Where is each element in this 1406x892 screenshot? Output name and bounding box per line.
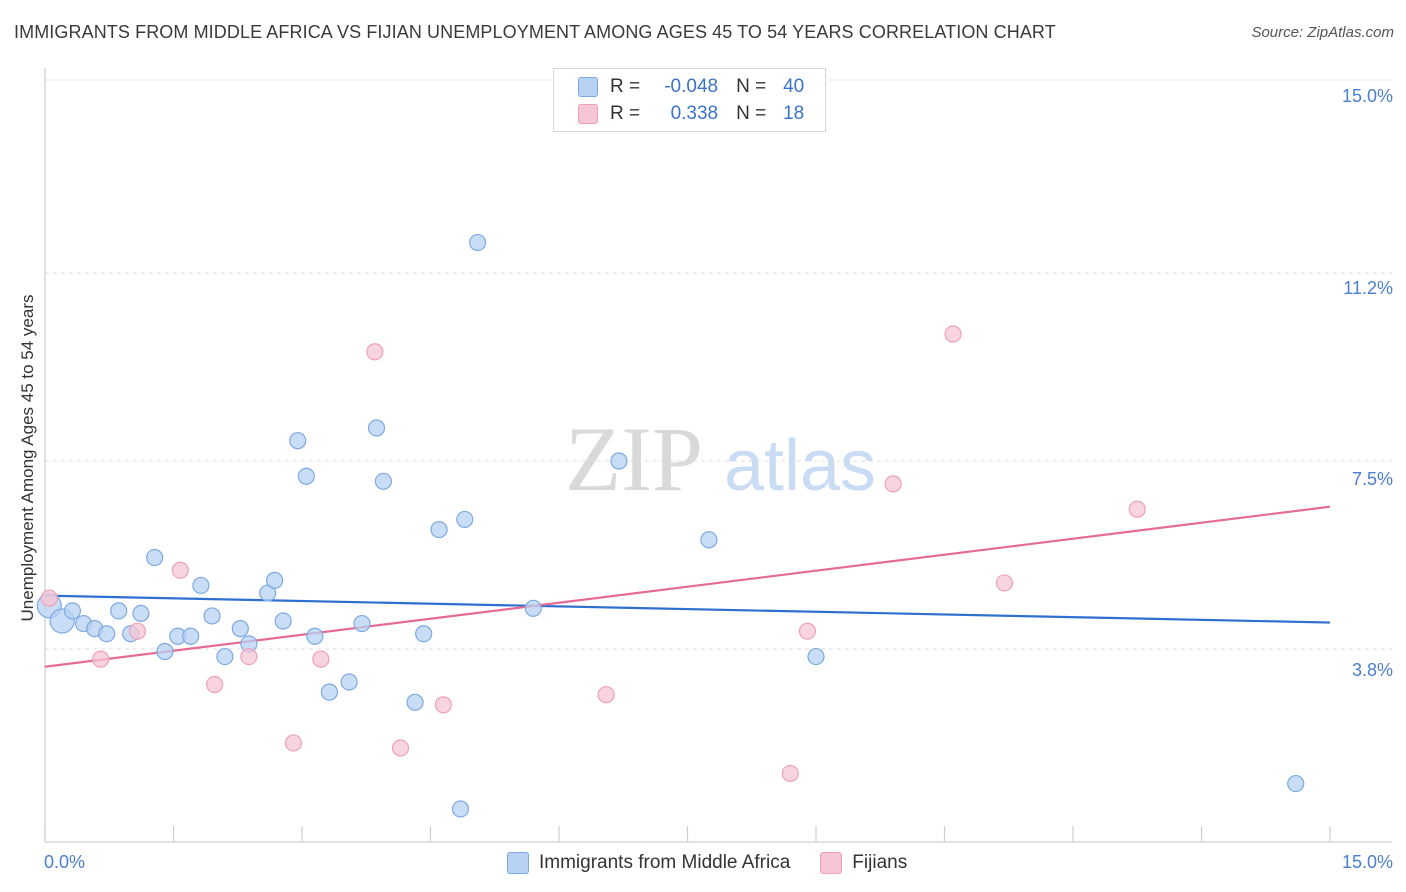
data-point-immigrants [156, 642, 174, 661]
legend-n-label: N = [736, 76, 767, 97]
data-point-fijians [240, 647, 258, 666]
trend-line-fijians [44, 505, 1331, 668]
data-point-immigrants [406, 693, 424, 711]
data-point-immigrants [63, 602, 82, 620]
data-point-immigrants [182, 627, 200, 645]
watermark: ZIP atlas [565, 408, 876, 510]
data-point-immigrants [353, 614, 371, 633]
data-point-fijians [597, 686, 615, 704]
legend-n-value: 18 [783, 103, 805, 124]
stats-legend: R = -0.048 N = 40 R = 0.338 N = 18 [553, 68, 826, 132]
y-tick-label: 7.5% [1351, 469, 1393, 489]
data-point-immigrants [216, 647, 234, 666]
grid-lines [45, 79, 1392, 650]
data-point-fijians [284, 734, 303, 752]
data-point-immigrants [340, 673, 358, 691]
legend-r-label: R = [610, 103, 641, 124]
data-point-immigrants [415, 625, 433, 643]
data-point-fijians [798, 622, 817, 640]
trend-line-immigrants [44, 594, 1331, 624]
data-point-fijians [944, 325, 962, 343]
legend-row-fijians: R = 0.338 N = 18 [578, 101, 804, 127]
watermark-atlas: atlas [724, 426, 876, 506]
data-point-immigrants [274, 612, 292, 630]
data-point-immigrants [524, 599, 542, 617]
data-point-fijians [995, 574, 1014, 592]
data-point-immigrants [289, 432, 307, 450]
data-point-fijians [391, 739, 410, 757]
source-credit: Source: ZipAtlas.com [1251, 24, 1394, 41]
data-point-immigrants [367, 419, 386, 437]
x-tick-label-min: 0.0% [44, 852, 86, 872]
data-point-immigrants [132, 604, 150, 623]
data-point-immigrants [1287, 774, 1305, 793]
y-tick-label: 3.8% [1351, 660, 1393, 680]
data-point-immigrants [430, 520, 448, 539]
data-point-fijians [366, 343, 384, 361]
legend-swatch-pink [578, 104, 598, 124]
legend-n-value: 40 [783, 76, 805, 97]
legend-n-label: N = [736, 103, 767, 124]
legend-swatch-blue [507, 852, 529, 874]
y-tick-label: 15.0% [1341, 86, 1393, 106]
data-point-immigrants [456, 510, 474, 529]
legend-row-immigrants: R = -0.048 N = 40 [578, 74, 804, 100]
axes [44, 68, 1392, 843]
legend-label-fijians: Fijians [852, 852, 908, 873]
legend-label-immigrants: Immigrants from Middle Africa [539, 852, 791, 873]
data-point-immigrants [297, 467, 315, 485]
data-point-immigrants [146, 548, 164, 567]
series-legend: Immigrants from Middle Africa Fijians [507, 852, 937, 874]
data-point-immigrants [374, 472, 392, 490]
data-point-fijians [171, 561, 189, 579]
data-point-fijians [206, 675, 224, 694]
legend-item-immigrants: Immigrants from Middle Africa [507, 852, 790, 874]
data-point-immigrants [610, 452, 628, 470]
data-point-immigrants [451, 800, 470, 818]
data-point-immigrants [231, 620, 249, 638]
data-point-fijians [1128, 500, 1146, 518]
data-point-fijians [128, 622, 147, 640]
data-points [36, 233, 1305, 818]
data-point-fijians [884, 475, 902, 493]
data-point-immigrants [98, 625, 116, 643]
data-point-fijians [312, 650, 330, 668]
data-point-fijians [781, 764, 799, 783]
data-point-immigrants [110, 602, 128, 620]
legend-r-value: -0.048 [664, 76, 719, 97]
trend-lines [44, 505, 1331, 668]
data-point-immigrants [203, 607, 221, 625]
data-point-immigrants [469, 233, 487, 252]
chart-title: IMMIGRANTS FROM MIDDLE AFRICA VS FIJIAN … [14, 22, 1056, 42]
x-tick-label-max: 15.0% [1341, 852, 1393, 872]
data-point-fijians [434, 696, 452, 714]
legend-r-value: 0.338 [670, 103, 719, 124]
data-point-immigrants [306, 627, 324, 645]
legend-item-fijians: Fijians [820, 852, 907, 874]
data-point-immigrants [700, 531, 718, 549]
data-point-immigrants [807, 647, 825, 666]
data-point-immigrants [192, 576, 210, 595]
data-point-fijians [92, 650, 110, 668]
data-point-immigrants [320, 683, 339, 701]
data-point-fijians [40, 589, 58, 607]
legend-swatch-blue [578, 77, 598, 97]
y-tick-label: 11.2% [1343, 278, 1393, 298]
legend-swatch-pink [820, 852, 843, 874]
legend-r-label: R = [610, 76, 641, 97]
data-point-immigrants [265, 571, 284, 589]
y-axis-label: Unemployment Among Ages 45 to 54 years [18, 294, 37, 622]
watermark-zip: ZIP [565, 408, 703, 510]
